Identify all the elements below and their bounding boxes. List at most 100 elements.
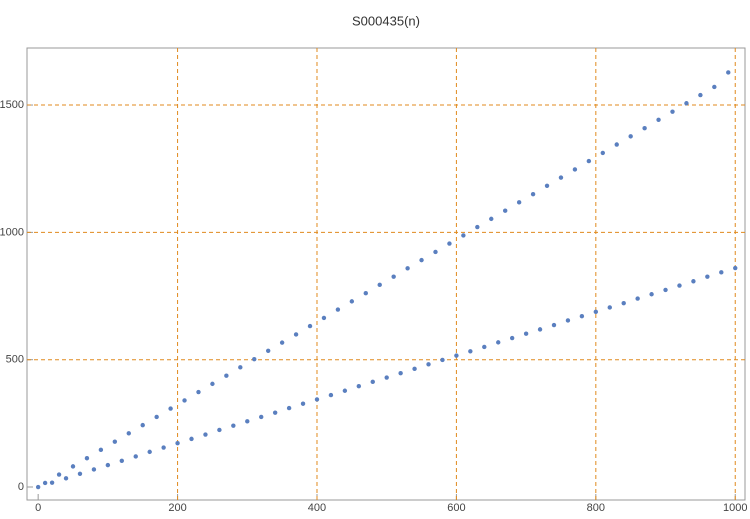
point — [684, 101, 689, 106]
x-tick-label: 400 — [308, 502, 326, 514]
y-tick-label: 1500 — [0, 99, 24, 111]
point — [105, 462, 111, 468]
point — [363, 291, 368, 296]
plot-frame — [26, 47, 746, 501]
point — [63, 476, 69, 481]
point — [698, 92, 703, 98]
point — [140, 422, 145, 428]
point — [489, 216, 494, 222]
point — [705, 274, 710, 279]
point — [286, 405, 292, 411]
point — [656, 117, 661, 123]
point — [161, 445, 166, 450]
point — [77, 471, 83, 476]
x-tick-label: 1000 — [723, 502, 747, 514]
point — [600, 150, 605, 156]
point — [565, 318, 571, 323]
point — [733, 265, 738, 271]
point — [516, 200, 522, 205]
point — [210, 381, 215, 387]
x-tick-label: 800 — [587, 502, 605, 514]
point — [196, 389, 201, 395]
x-tick-label: 0 — [35, 502, 41, 514]
point — [670, 109, 675, 114]
y-tick-label: 500 — [6, 354, 24, 366]
point — [509, 335, 515, 341]
point — [523, 331, 529, 336]
point — [405, 266, 410, 271]
point — [119, 458, 125, 463]
point — [84, 456, 90, 461]
point — [265, 348, 271, 353]
point — [419, 257, 424, 263]
point — [482, 344, 487, 350]
point — [537, 327, 543, 332]
point — [321, 315, 327, 321]
x-tick-label: 600 — [447, 502, 465, 514]
point — [433, 249, 438, 255]
point — [328, 392, 334, 398]
point — [544, 183, 550, 188]
point — [530, 191, 536, 197]
y-tick-label: 1000 — [0, 226, 24, 238]
point — [503, 208, 508, 213]
point — [335, 307, 341, 312]
point — [126, 431, 131, 436]
point — [558, 175, 564, 180]
point — [245, 419, 250, 424]
point — [614, 142, 619, 147]
point — [391, 274, 396, 279]
point — [607, 305, 612, 310]
point — [440, 357, 445, 363]
point — [189, 436, 194, 442]
point — [468, 349, 473, 354]
point — [551, 322, 557, 328]
point — [272, 410, 278, 415]
point — [412, 366, 417, 372]
point — [642, 126, 647, 131]
point — [719, 270, 724, 275]
point — [182, 398, 187, 403]
point — [224, 373, 229, 378]
point — [593, 309, 599, 315]
point — [649, 292, 654, 297]
point — [293, 332, 299, 337]
point — [175, 441, 180, 446]
x-tick-label: 200 — [168, 502, 186, 514]
point — [147, 449, 152, 455]
point — [342, 388, 348, 393]
point — [356, 383, 362, 389]
point — [384, 375, 389, 380]
point — [70, 464, 76, 469]
point — [314, 397, 320, 402]
point — [579, 313, 585, 319]
point — [663, 287, 668, 293]
point — [426, 362, 431, 367]
point — [454, 353, 459, 358]
point — [91, 467, 97, 472]
point — [677, 283, 682, 288]
point — [726, 70, 731, 75]
point — [56, 472, 62, 477]
point — [628, 134, 633, 139]
point — [461, 233, 466, 238]
point — [49, 480, 55, 485]
point — [168, 406, 173, 411]
point — [398, 370, 403, 376]
point — [252, 356, 257, 362]
point — [154, 414, 159, 420]
point — [231, 423, 236, 428]
point — [572, 167, 578, 172]
point — [370, 379, 375, 385]
point — [259, 414, 264, 420]
point — [635, 296, 640, 301]
point — [349, 299, 355, 304]
point — [496, 340, 501, 345]
point — [279, 340, 285, 345]
point — [203, 432, 208, 437]
point — [691, 279, 696, 284]
point — [377, 282, 382, 288]
point — [133, 454, 138, 459]
chart-title: S000435(n) — [352, 13, 420, 28]
